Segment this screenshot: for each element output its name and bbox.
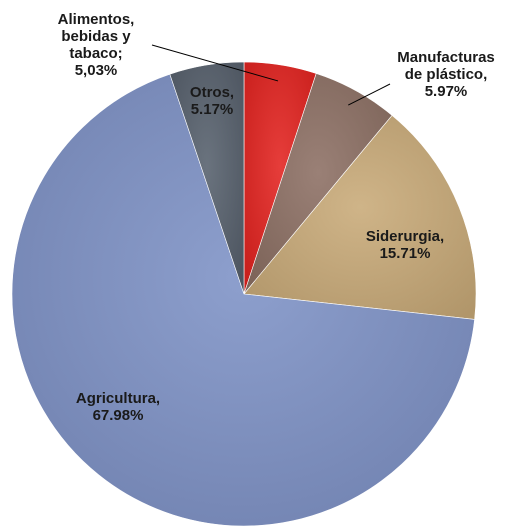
pie-slice-otros (169, 61, 245, 295)
data-label-line: Agricultura, (76, 390, 160, 407)
data-label-line: de plástico, (405, 66, 488, 83)
data-label-line: Siderurgia, (366, 228, 444, 245)
pie-slices (11, 61, 477, 527)
data-label-line: Alimentos, (58, 11, 135, 28)
data-label-agricultura: Agricultura, 67.98% (76, 390, 160, 424)
data-label-line: 67.98% (93, 407, 144, 424)
data-label-line: Manufacturas (397, 49, 495, 66)
leader-lines (151, 44, 391, 106)
leader-line-manufacturas-de-plastico (348, 83, 391, 106)
data-label-line: Otros, (190, 84, 234, 101)
data-label-line: 5,03% (75, 62, 118, 79)
data-label-siderurgia: Siderurgia, 15.71% (366, 228, 444, 262)
leader-line-alimentos-bebidas-y-tabaco (151, 44, 279, 82)
data-label-otros: Otros, 5.17% (190, 84, 234, 118)
pie-slice-siderurgia (243, 114, 477, 320)
data-label-alimentos-bebidas-y-tabaco: Alimentos, bebidas y tabaco; 5,03% (58, 11, 135, 79)
data-label-line: 15.71% (380, 245, 431, 262)
data-label-manufacturas-de-plastico: Manufacturas de plástico, 5.97% (397, 49, 495, 100)
data-label-line: 5.97% (425, 83, 468, 100)
data-label-line: bebidas y (61, 28, 131, 45)
data-label-line: 5.17% (191, 101, 234, 118)
pie-slice-agricultura (11, 73, 475, 527)
data-label-line: tabaco; (69, 45, 122, 62)
slice-labels: Alimentos, bebidas y tabaco; 5,03% Manufactu… (58, 11, 495, 424)
